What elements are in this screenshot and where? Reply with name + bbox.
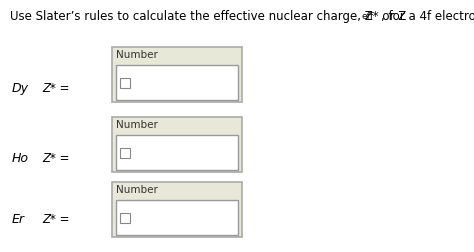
Bar [116,66,238,101]
Bar [112,117,242,172]
Bar [112,48,242,103]
Text: Number: Number [116,184,158,194]
Text: Z* =: Z* = [42,151,70,164]
Text: Ho: Ho [12,151,29,164]
Text: Z* =: Z* = [42,81,70,94]
Text: Dy: Dy [12,81,29,94]
Text: , for a 4f electron in Dy, Ho, and Er.: , for a 4f electron in Dy, Ho, and Er. [381,10,474,23]
Text: Use Slater’s rules to calculate the effective nuclear charge, Z* or Z: Use Slater’s rules to calculate the effe… [10,10,406,23]
Bar [120,213,130,223]
Bar [120,148,130,158]
Bar [120,78,130,88]
Text: Z* =: Z* = [42,213,70,226]
Text: Er: Er [12,213,25,226]
Text: eff: eff [362,12,374,21]
Text: Number: Number [116,50,158,60]
Bar [116,200,238,235]
Text: Number: Number [116,119,158,130]
Bar [116,136,238,170]
Bar [112,182,242,237]
